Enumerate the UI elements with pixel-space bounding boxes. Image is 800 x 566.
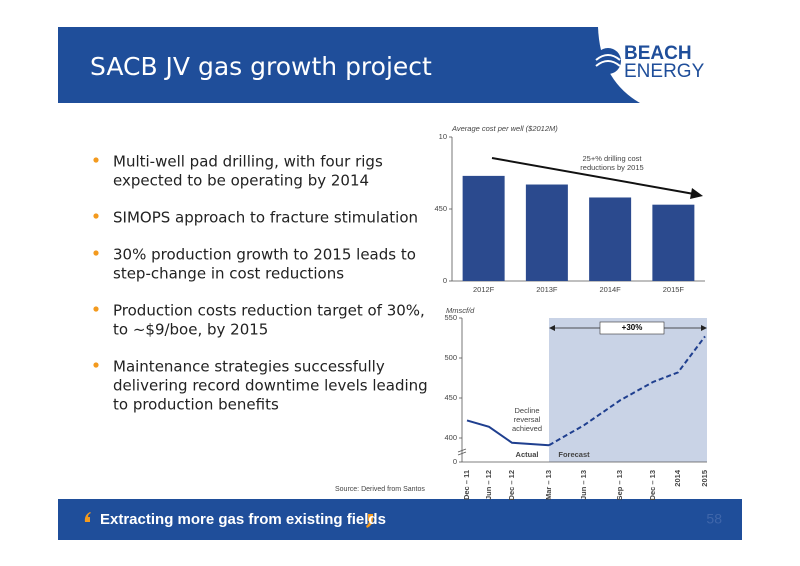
x-tick-label: Jun – 12	[484, 470, 493, 500]
bullet-dot	[93, 157, 99, 163]
y-tick-label: 400	[444, 433, 457, 442]
bullet-text: Maintenance strategies successfully	[113, 358, 385, 376]
quote-close	[366, 514, 373, 528]
series-label: Forecast	[558, 450, 590, 459]
quote-open	[84, 512, 91, 522]
slide-title: SACB JV gas growth project	[90, 52, 432, 81]
x-tick-label: 2013F	[536, 285, 558, 294]
bar	[589, 197, 632, 281]
x-tick-label: Jun – 13	[579, 470, 588, 500]
bullet-text: 30% production growth to 2015 leads to	[113, 246, 416, 264]
y-tick-label: 450	[434, 204, 447, 213]
trend-arrow	[491, 157, 695, 195]
source: Source: Derived from Santos	[335, 486, 425, 493]
bullet-text: step-change in cost reductions	[113, 265, 344, 283]
forecast-area	[549, 318, 707, 462]
bullet-text: to production benefits	[113, 396, 279, 414]
y-tick-label: 0	[453, 457, 457, 466]
logo-text: BEACH	[624, 43, 692, 64]
annotation: reversal	[514, 415, 541, 424]
growth-box	[599, 321, 665, 335]
footer-band	[58, 499, 742, 540]
x-tick-label: 2015	[700, 470, 709, 487]
arrow-head	[690, 188, 703, 199]
annotation: reductions by 2015	[580, 163, 643, 172]
bullet-dot	[93, 306, 99, 312]
x-tick-label: Dec – 11	[462, 470, 471, 500]
logo-text: ENERGY	[624, 61, 705, 82]
bar	[525, 184, 568, 281]
x-tick-label: Sep – 13	[615, 470, 624, 500]
y-tick-label: 550	[444, 313, 457, 322]
bullet-text: Multi-well pad drilling, with four rigs	[113, 153, 383, 171]
bullet-dot	[93, 213, 99, 219]
logo-wave	[595, 54, 621, 67]
logo-area	[598, 27, 742, 103]
bar	[652, 204, 695, 281]
annotation: Decline	[514, 406, 539, 415]
bullet-text: expected to be operating by 2014	[113, 172, 369, 190]
chart-title: Average cost per well ($2012M)	[451, 124, 558, 133]
y-tick-label: 0	[443, 276, 447, 285]
x-tick-label: Mar – 13	[544, 470, 553, 500]
bullet-dot	[93, 250, 99, 256]
x-tick-label: 2014	[673, 469, 682, 487]
bullet-list: Multi-well pad drilling, with four rigse…	[93, 153, 428, 414]
bar	[462, 175, 505, 281]
x-tick-label: Dec – 13	[648, 470, 657, 500]
bullet-text: to ~$9/boe, by 2015	[113, 321, 268, 339]
x-tick-label: 2014F	[599, 285, 621, 294]
series-label: Actual	[516, 450, 539, 459]
growth-label: +30%	[622, 323, 643, 332]
axis-break	[457, 448, 467, 456]
page-number: 58	[706, 511, 722, 527]
y-tick-label: 10	[439, 132, 447, 141]
tagline: Extracting more gas from existing fields	[100, 511, 386, 528]
annotation: achieved	[512, 424, 542, 433]
bullet-text: SIMOPS approach to fracture stimulation	[113, 209, 418, 227]
x-tick-label: Dec – 12	[507, 470, 516, 500]
annotation: 25+% drilling cost	[583, 154, 643, 163]
y-tick-label: 450	[444, 393, 457, 402]
y-tick-label: 500	[444, 353, 457, 362]
x-tick-label: 2015F	[663, 285, 685, 294]
y-axis-label: Mmscf/d	[446, 306, 475, 315]
series-line	[548, 335, 706, 447]
bullet-dot	[93, 362, 99, 368]
bullet-text: Production costs reduction target of 30%…	[113, 302, 425, 320]
series-line	[466, 419, 550, 447]
x-tick-label: 2012F	[473, 285, 495, 294]
bullet-text: delivering record downtime levels leadin…	[113, 377, 428, 395]
